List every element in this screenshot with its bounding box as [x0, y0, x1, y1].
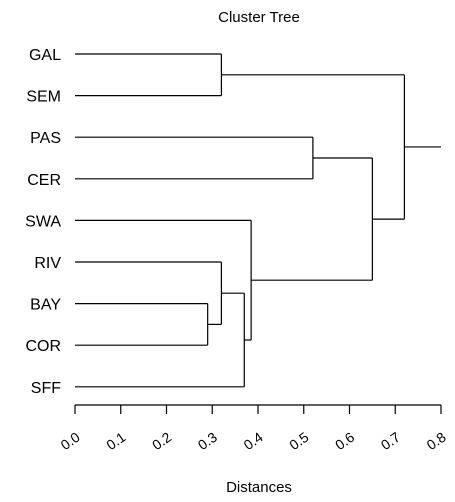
leaf-label-riv: RIV: [34, 255, 61, 272]
x-axis: 0.0 0.1 0.2 0.3 0.4 0.5 0.6 0.7 0.8: [58, 404, 449, 453]
x-tick-label-0.4: 0.4: [241, 429, 266, 453]
leaf-label-pas: PAS: [30, 130, 61, 147]
leaf-label-sem: SEM: [26, 89, 61, 106]
leaf-label-bay: BAY: [30, 297, 61, 314]
leaf-label-gal: GAL: [29, 47, 61, 64]
leaf-label-cer: CER: [27, 172, 61, 189]
x-tick-label-0.0: 0.0: [58, 429, 83, 453]
leaf-label-cor: COR: [25, 338, 61, 355]
x-tick-label-0.7: 0.7: [378, 429, 403, 453]
chart-title: Cluster Tree: [218, 9, 300, 26]
leaf-labels: GAL SEM PAS CER SWA RIV BAY COR SFF: [25, 47, 61, 397]
leaf-label-sff: SFF: [31, 380, 61, 397]
x-tick-label-0.8: 0.8: [424, 429, 449, 453]
x-tick-label-0.6: 0.6: [332, 429, 357, 453]
x-tick-label-0.3: 0.3: [195, 429, 220, 453]
x-tick-label-0.2: 0.2: [149, 429, 174, 453]
x-tick-label-0.1: 0.1: [103, 429, 128, 453]
leaf-label-swa: SWA: [25, 213, 61, 230]
x-tick-label-0.5: 0.5: [286, 429, 311, 453]
x-axis-title: Distances: [226, 479, 292, 496]
dendrogram-branches: [75, 53, 441, 388]
